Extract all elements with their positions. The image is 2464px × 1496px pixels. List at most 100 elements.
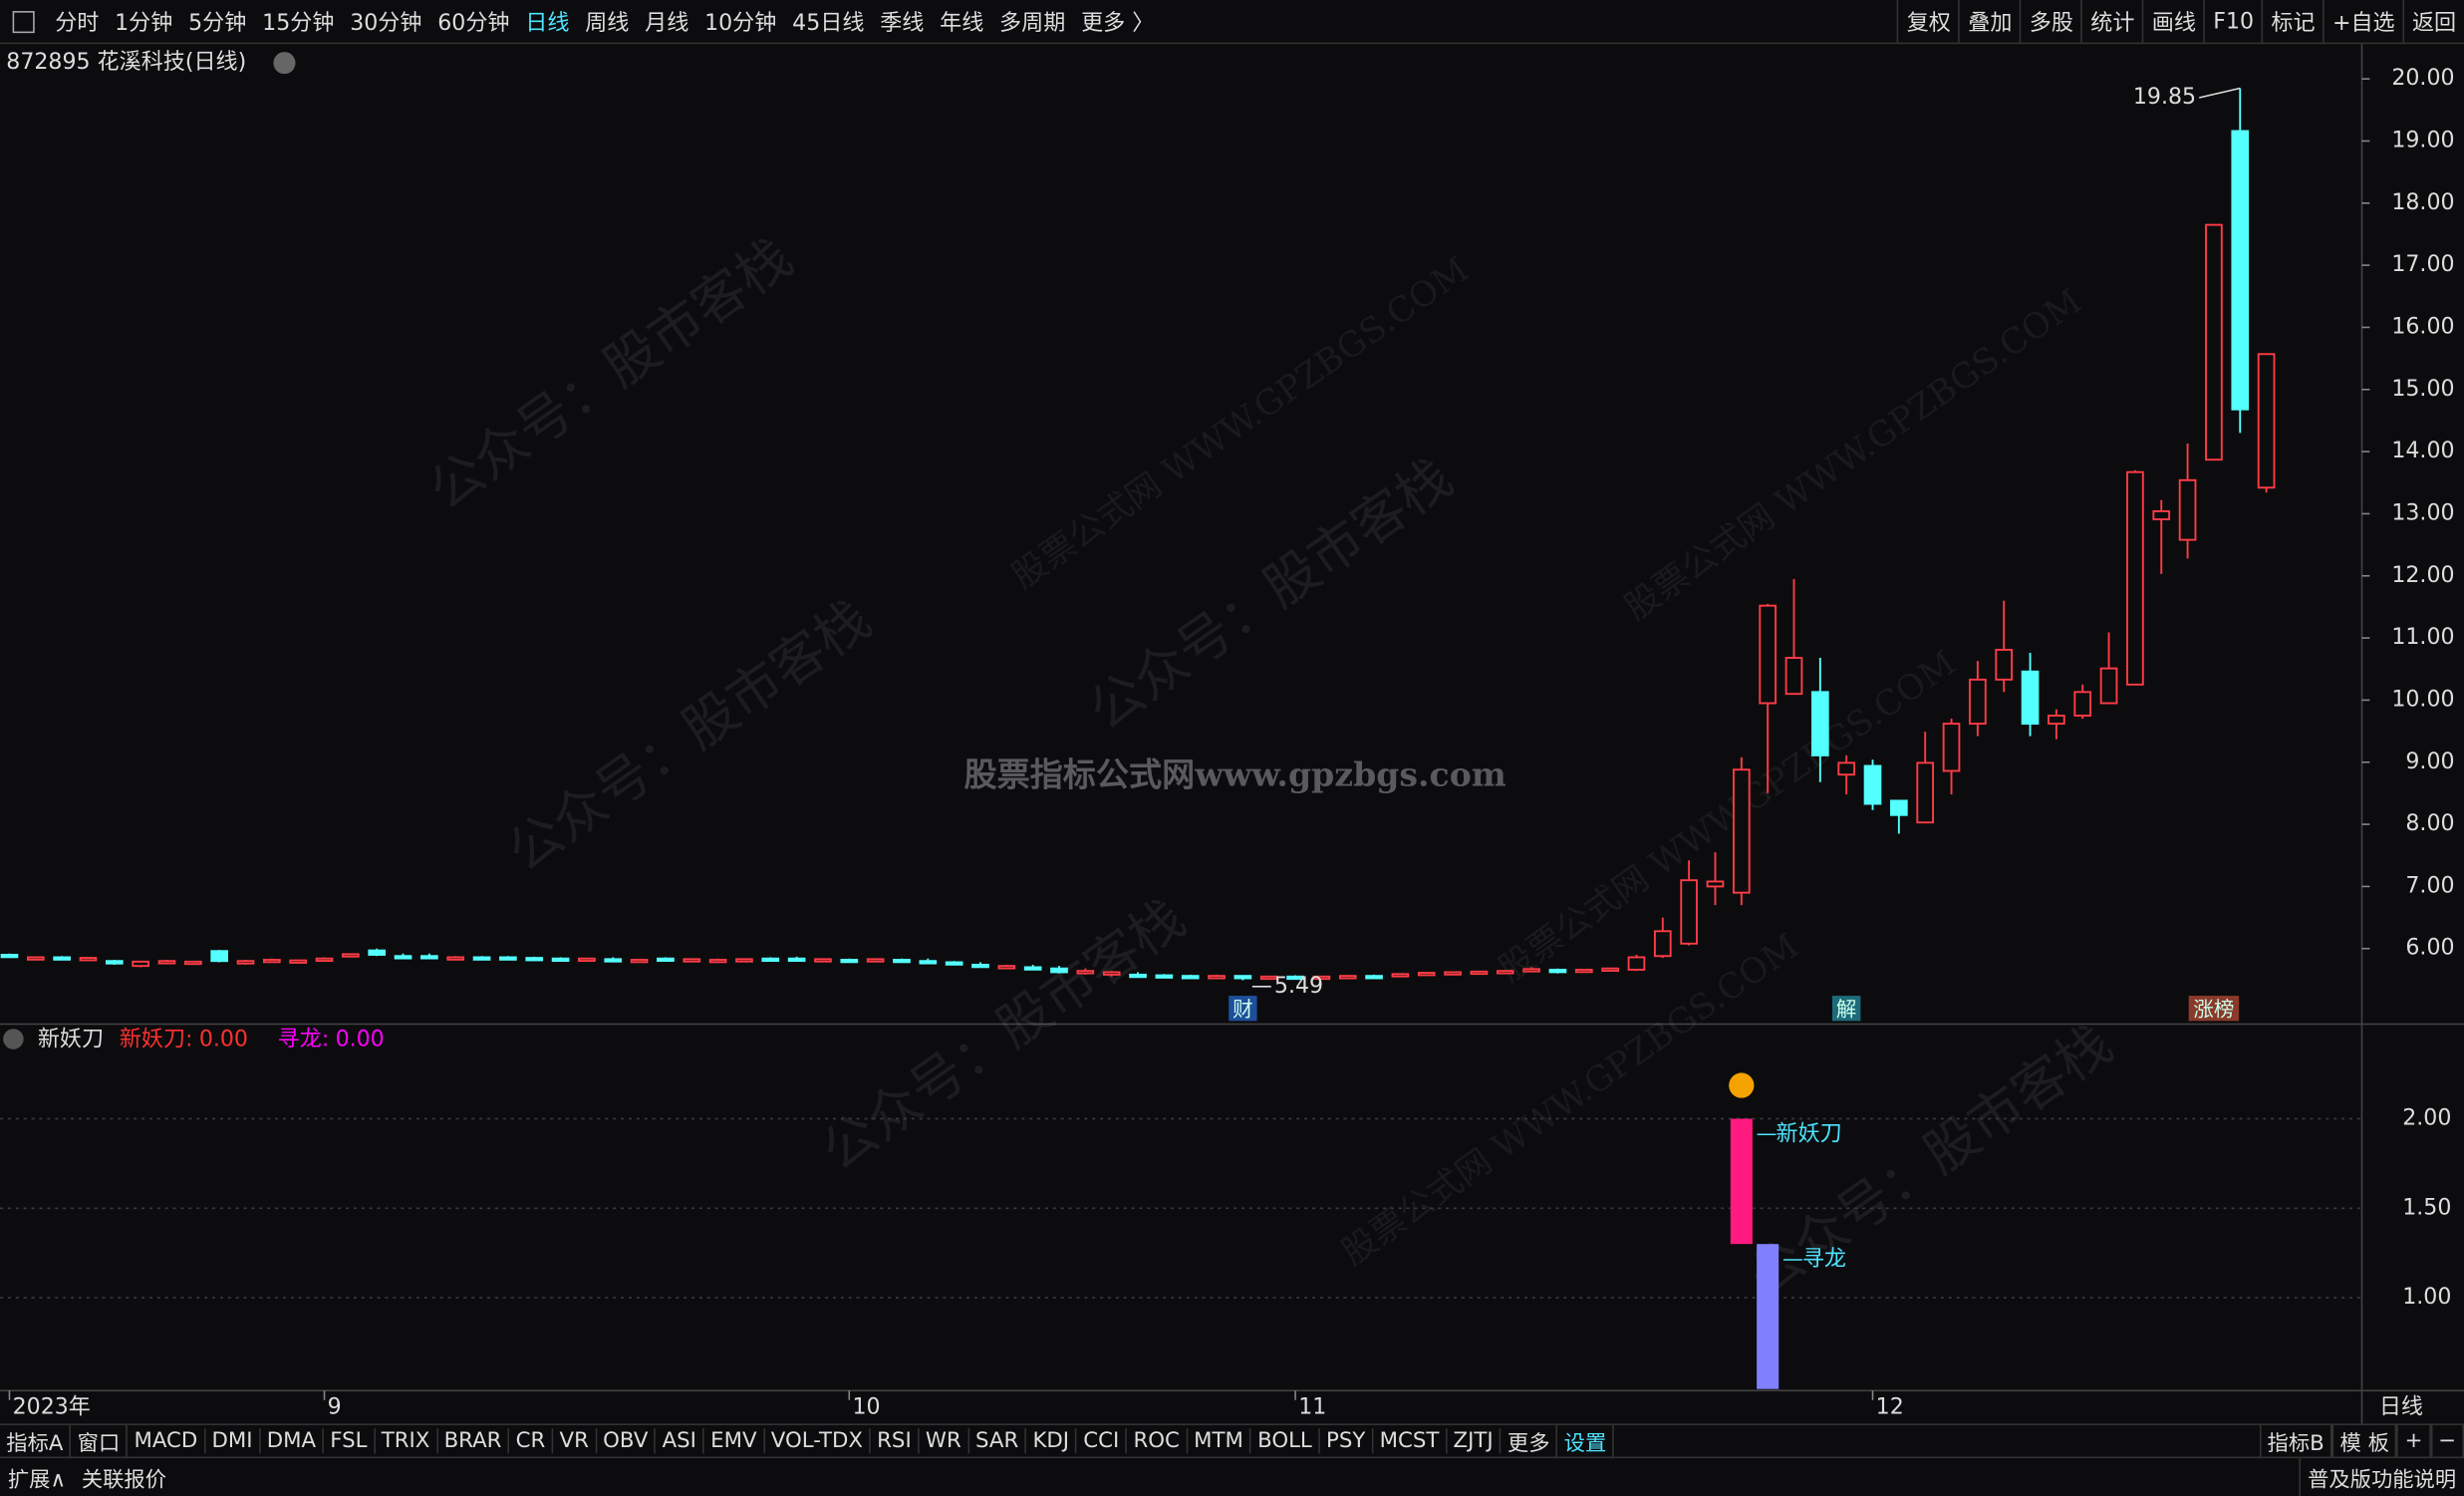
event-label: 财 xyxy=(1232,997,1252,1021)
candle-body xyxy=(1890,799,1908,816)
tab-group: 指标B 模 板 + − xyxy=(2259,1424,2464,1457)
indicator-tab[interactable]: ASI xyxy=(656,1428,704,1454)
tool-button[interactable]: F10 xyxy=(2203,0,2262,43)
candle-body xyxy=(1601,967,1619,973)
tab-button[interactable]: 模 板 xyxy=(2331,1424,2397,1457)
tab-button[interactable]: + xyxy=(2396,1424,2431,1457)
candle-body xyxy=(1680,879,1698,945)
y-tick-label: 13.00 xyxy=(2391,500,2454,525)
menu-icon[interactable] xyxy=(12,10,35,33)
candle-body xyxy=(210,950,229,963)
y-tick-label: 19.00 xyxy=(2391,128,2454,152)
indicator-tab[interactable]: VR xyxy=(553,1428,597,1454)
indicator-tab[interactable]: RSI xyxy=(871,1428,920,1454)
candle-body xyxy=(787,957,806,963)
tool-button[interactable]: 叠加 xyxy=(1958,0,2021,43)
indicator-tab[interactable]: EMV xyxy=(704,1428,765,1454)
indicator-tab[interactable]: 更多 xyxy=(1502,1424,1558,1457)
period-button[interactable]: 15分钟 xyxy=(262,10,335,36)
indicator-tab[interactable]: 窗口 xyxy=(71,1424,129,1457)
status-button[interactable]: 扩展∧ xyxy=(7,1467,67,1493)
indicator-tab[interactable]: WR xyxy=(920,1428,969,1454)
candle-body xyxy=(1208,975,1226,980)
period-button[interactable]: 1分钟 xyxy=(115,10,173,36)
period-button[interactable]: 分时 xyxy=(55,10,100,36)
y-tick-label: 16.00 xyxy=(2391,314,2454,339)
tool-button[interactable]: 标记 xyxy=(2261,0,2324,43)
candle-body xyxy=(604,958,623,963)
indicator-tab[interactable]: CR xyxy=(509,1428,554,1454)
indicator-tab[interactable]: VOL-TDX xyxy=(764,1428,871,1454)
help-link[interactable]: 普及版功能说明 xyxy=(2298,1458,2464,1496)
period-button[interactable]: 45日线 xyxy=(792,10,865,36)
tool-button[interactable]: 画线 xyxy=(2142,0,2204,43)
candle-body xyxy=(472,956,491,961)
tool-button[interactable]: 复权 xyxy=(1897,0,1959,43)
indicator-tab[interactable]: BOLL xyxy=(1251,1428,1320,1454)
x-tick-label: 2023年 xyxy=(13,1395,91,1420)
legend-name: 寻龙: xyxy=(278,1027,330,1051)
indicator-tab[interactable]: OBV xyxy=(597,1428,657,1454)
period-button[interactable]: 年线 xyxy=(940,10,984,36)
period-button[interactable]: 月线 xyxy=(645,10,689,36)
candle-body xyxy=(1942,723,1961,772)
indicator-tab[interactable]: 指标A xyxy=(0,1424,72,1457)
indicator-tab[interactable]: TRIX xyxy=(375,1428,438,1454)
period-button[interactable]: 多周期 xyxy=(999,10,1066,36)
period-button[interactable]: 60分钟 xyxy=(437,10,510,36)
candle-body xyxy=(919,960,938,965)
tool-button[interactable]: 返回 xyxy=(2402,0,2464,43)
legend-name: 新妖刀: xyxy=(120,1027,193,1051)
indicator-tab[interactable]: MACD xyxy=(128,1428,206,1454)
tool-button[interactable]: 统计 xyxy=(2080,0,2143,43)
candle-body xyxy=(1916,761,1935,824)
candle-body xyxy=(2099,667,2118,705)
period-button[interactable]: 30分钟 xyxy=(350,10,422,36)
indicator-tab[interactable]: MCST xyxy=(1373,1428,1448,1454)
candle-body xyxy=(1548,968,1567,974)
collapse-icon[interactable] xyxy=(3,1029,24,1049)
candle-body xyxy=(840,959,859,964)
period-button[interactable]: 季线 xyxy=(880,10,925,36)
status-button[interactable]: 关联报价 xyxy=(81,1467,167,1493)
event-marker xyxy=(1229,996,1257,1022)
candle-body xyxy=(2073,691,2092,717)
candle-body xyxy=(1522,968,1540,973)
candle-body xyxy=(1470,970,1489,976)
indicator-tab[interactable]: ZJTJ xyxy=(1447,1428,1502,1454)
dropdown-icon[interactable] xyxy=(273,52,296,75)
tool-button[interactable]: 多股 xyxy=(2020,0,2081,43)
period-label: 日线 xyxy=(2379,1395,2423,1420)
candle-body xyxy=(0,954,19,959)
indicator-tab[interactable]: 设置 xyxy=(1557,1424,1615,1457)
extreme-label: 5.49 xyxy=(1274,974,1323,999)
candle-body xyxy=(1181,975,1200,980)
indicator-tab[interactable]: ROC xyxy=(1127,1428,1188,1454)
period-button[interactable]: 日线 xyxy=(525,10,570,36)
indicator-tab[interactable]: MTM xyxy=(1188,1428,1251,1454)
candle-body xyxy=(1706,880,1725,888)
tool-button[interactable]: +自选 xyxy=(2323,0,2402,43)
indicator-tab[interactable]: SAR xyxy=(969,1428,1027,1454)
indicator-tab[interactable]: PSY xyxy=(1320,1428,1374,1454)
period-button[interactable]: 周线 xyxy=(585,10,630,36)
candle-body xyxy=(657,957,675,963)
candle-body xyxy=(1784,657,1803,696)
period-button[interactable]: 5分钟 xyxy=(188,10,247,36)
extreme-arrow xyxy=(2199,87,2241,99)
tab-button[interactable]: 指标B xyxy=(2259,1424,2332,1457)
candle-body xyxy=(525,957,544,962)
candle-body xyxy=(997,965,1016,970)
period-button[interactable]: 更多 〉 xyxy=(1081,10,1155,36)
tab-button[interactable]: − xyxy=(2430,1424,2464,1457)
period-button[interactable]: 10分钟 xyxy=(704,10,777,36)
indicator-tab[interactable]: DMI xyxy=(205,1428,261,1454)
candle-body xyxy=(1417,972,1436,977)
candle-body xyxy=(184,960,202,966)
indicator-tab[interactable]: DMA xyxy=(260,1428,324,1454)
indicator-tab[interactable]: CCI xyxy=(1077,1428,1128,1454)
y-tick-label: 6.00 xyxy=(2405,936,2454,961)
indicator-tab[interactable]: FSL xyxy=(324,1428,376,1454)
indicator-tab[interactable]: BRAR xyxy=(437,1428,510,1454)
indicator-tab[interactable]: KDJ xyxy=(1026,1428,1077,1454)
